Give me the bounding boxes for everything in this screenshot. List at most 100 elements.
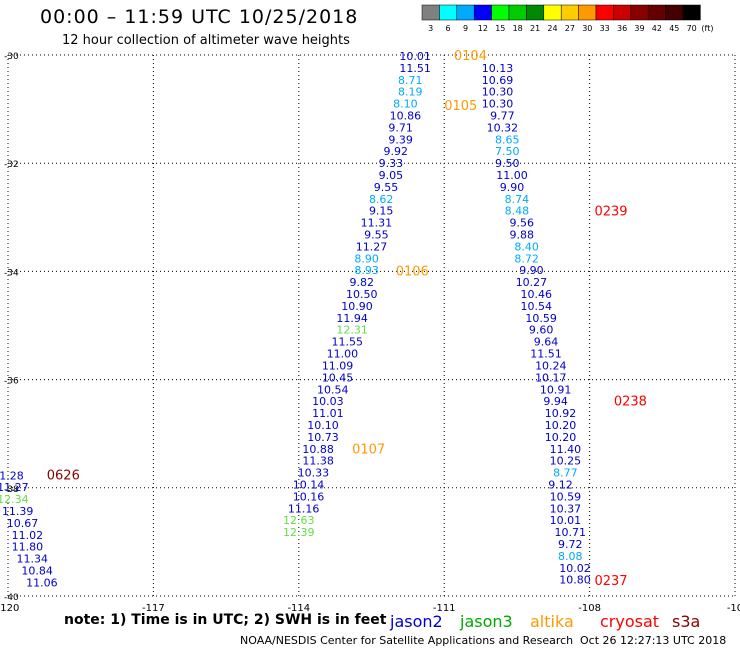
chart-title: 00:00 – 11:59 UTC 10/25/2018 [40,6,359,28]
colorbar-swatch [456,4,475,21]
wave-height-point: 9.94 [543,395,568,408]
wave-height-point: 9.55 [374,181,399,194]
pass-time-label: 0239 [594,204,627,219]
colorbar-unit: (ft) [701,24,713,33]
wave-height-point: 10.10 [307,419,339,432]
wave-height-point: 10.01 [399,50,431,63]
wave-height-point: 8.40 [514,240,539,253]
wave-height-point: 10.84 [21,564,53,577]
colorbar-label: 15 [495,24,505,33]
wave-height-point: 8.08 [558,550,583,563]
wave-height-point: 9.60 [529,324,554,337]
wave-height-point: 11.16 [288,502,320,515]
colorbar-label: 6 [446,24,451,33]
colorbar-label: 33 [600,24,610,33]
wave-height-point: 10.25 [550,455,582,468]
wave-height-point: 9.39 [388,133,413,146]
wave-height-point: 12.39 [283,526,315,539]
data-marks: 10.0111.518.718.198.1010.869.719.399.929… [0,49,647,589]
colorbar-swatch [630,4,649,21]
wave-height-point: 9.88 [509,229,534,242]
colorbar-label: 39 [634,24,644,33]
wave-height-point: 10.67 [7,517,39,530]
x-tick-label: -10 [727,603,740,614]
wave-height-point: 12.31 [336,324,368,337]
colorbar-swatch [491,4,510,21]
wave-height-point: 11.01 [312,407,344,420]
generated-timestamp: Oct 26 12:27:13 UTC 2018 [580,634,727,647]
footnote: note: 1) Time is in UTC; 2) SWH is in fe… [64,612,387,628]
wave-height-point: 11.00 [327,348,359,361]
legend-jason2: jason2 [390,612,443,631]
colorbar-label: 21 [530,24,540,33]
colorbar-swatch [682,4,701,21]
wave-height-point: 9.05 [379,169,404,182]
legend-jason3: jason3 [460,612,513,631]
wave-height-point: 9.82 [350,276,375,289]
wave-height-point: 11.80 [12,541,44,554]
wave-height-point: 10.17 [535,371,567,384]
wave-height-point: 10.50 [346,288,378,301]
colorbar-label: 45 [669,24,679,33]
wave-height-point: 10.90 [341,300,373,313]
chart-subtitle: 12 hour collection of altimeter wave hei… [62,33,350,48]
wave-height-point: 10.02 [559,562,591,575]
wave-height-point: 9.15 [369,205,394,218]
colorbar-label: 18 [513,24,523,33]
x-tick-label: -120 [0,603,19,614]
wave-height-point: 10.46 [521,288,553,301]
wave-height-point: 12.63 [283,514,315,527]
wave-height-point: 8.77 [553,467,578,480]
pass-time-label: 0626 [47,468,80,483]
colorbar-label: 27 [565,24,575,33]
wave-height-point: 9.56 [509,217,534,230]
wave-height-point: 11.31 [361,217,393,230]
wave-height-point: 9.92 [383,145,408,158]
wave-height-point: 8.10 [393,98,418,111]
colorbar-label: 3 [428,24,433,33]
colorbar-swatch [473,4,492,21]
wave-height-point: 9.72 [558,538,583,551]
pass-time-label: 0106 [396,264,429,279]
colorbar-swatch [665,4,684,21]
colorbar-label: 9 [463,24,468,33]
colorbar-swatch [439,4,458,21]
wave-height-point: 11.09 [322,359,354,372]
wave-height-point: 7.50 [495,145,520,158]
y-tick-label: -40 [4,593,19,603]
colorbar-swatch [578,4,597,21]
wave-height-point: 11.34 [16,553,48,566]
wave-height-point: 10.80 [559,574,591,587]
wave-height-point: 10.59 [550,490,582,503]
pass-time-label: 0237 [594,574,627,589]
wave-height-point: 8.72 [514,252,539,265]
wave-height-point: 11.38 [302,455,334,468]
y-tick-label: -38 [4,485,19,495]
wave-height-point: 10.30 [482,86,514,99]
wave-height-point: 10.16 [293,490,325,503]
x-tick-label: -108 [578,603,601,614]
axes: -120 -117 -114 -111 -108 -10 -30 -32 -34 -36 -38 -4… [0,52,740,614]
colorbar-swatch [595,4,614,21]
colorbar-swatch [508,4,527,21]
wave-height-point: 8.19 [398,86,423,99]
wave-height-point: 9.12 [548,478,573,491]
wave-height-point: 9.77 [490,110,515,123]
wave-height-point: 9.55 [364,229,389,242]
wave-height-point: 11.55 [332,336,364,349]
wave-height-point: 8.90 [354,252,379,265]
wave-height-point: 10.45 [322,371,354,384]
colorbar-label: 36 [617,24,627,33]
wave-height-point: 11.27 [356,240,388,253]
pass-time-label: 0105 [444,99,477,114]
wave-height-point: 10.20 [545,419,577,432]
wave-height-point: 8.74 [505,193,530,206]
wave-height-point: 9.64 [534,336,559,349]
wave-height-point: 8.62 [369,193,394,206]
legend-altika: altika [530,612,574,631]
wave-height-point: 10.32 [487,121,519,134]
y-tick-label: -36 [4,377,19,387]
wave-height-point: 9.50 [495,157,520,170]
colorbar-label: 30 [582,24,592,33]
